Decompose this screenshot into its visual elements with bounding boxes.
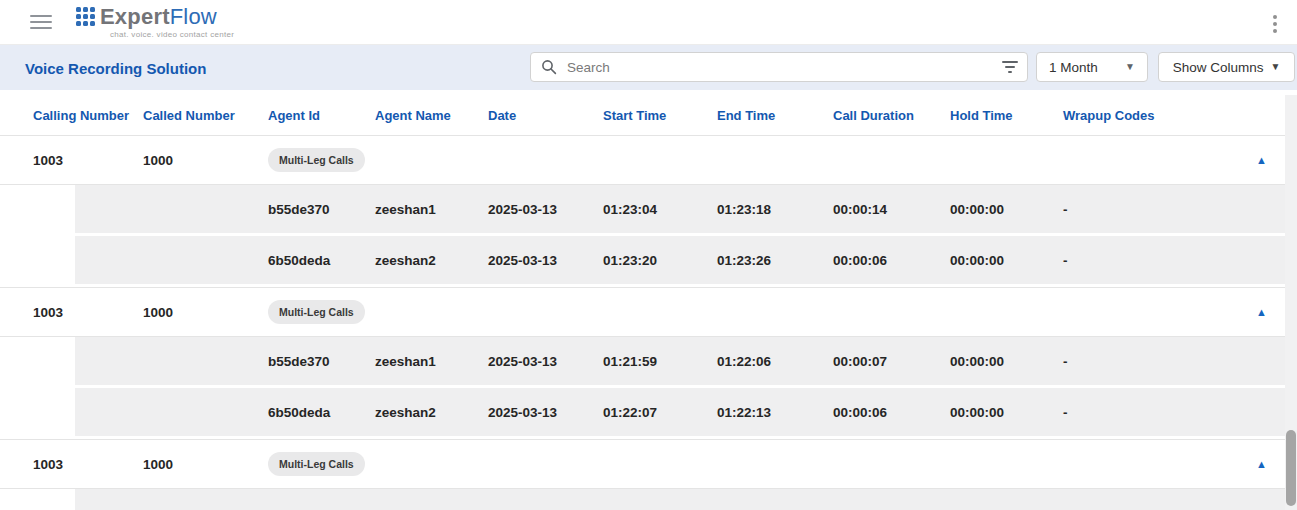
app-bar: ExpertFlow chat. voice. video contact ce…: [0, 0, 1297, 45]
cell-start-time: 01:23:04: [603, 202, 717, 217]
filter-list-icon[interactable]: [993, 53, 1027, 81]
cell-wrapup-codes: -: [1063, 202, 1297, 217]
column-header-hold-time: Hold Time: [950, 108, 1063, 123]
cell-called-number: 1000: [143, 153, 268, 168]
brand-name-bold: Expert: [100, 4, 170, 29]
cell-date: 2025-03-13: [488, 354, 603, 369]
multi-leg-calls-badge: Multi-Leg Calls: [268, 300, 365, 324]
table-header-row: Calling NumberCalled NumberAgent IdAgent…: [0, 95, 1297, 135]
cell-agent-id: 6b50deda: [268, 405, 375, 420]
cell-call-duration: 00:00:14: [833, 202, 950, 217]
period-dropdown-value: 1 Month: [1049, 60, 1098, 75]
cell-call-duration: 00:00:06: [833, 253, 950, 268]
chevron-down-icon: ▼: [1125, 62, 1135, 72]
search-icon: [541, 59, 557, 75]
cell-agent-name: zeeshan1: [375, 354, 488, 369]
column-header-calling-number: Calling Number: [33, 108, 143, 123]
cell-hold-time: 00:00:00: [950, 405, 1063, 420]
cell-end-time: 01:23:18: [717, 202, 833, 217]
cell-agent-id: b55de370: [268, 202, 375, 217]
recordings-table: Calling NumberCalled NumberAgent IdAgent…: [0, 95, 1297, 510]
search-box: [530, 52, 1028, 82]
search-input[interactable]: [565, 59, 993, 76]
chevron-down-icon: ▼: [1270, 62, 1280, 72]
cell-date: 2025-03-13: [488, 405, 603, 420]
cell-start-time: 01:21:59: [603, 354, 717, 369]
table-row-group[interactable]: 10031000Multi-Leg Calls ▲: [0, 439, 1297, 489]
cell-date: 2025-03-13: [488, 253, 603, 268]
cell-wrapup-codes: -: [1063, 253, 1297, 268]
cell-agent-name: zeeshan1: [375, 202, 488, 217]
scrollbar-thumb[interactable]: [1286, 430, 1296, 506]
column-header-called-number: Called Number: [143, 108, 268, 123]
hamburger-menu-icon[interactable]: [30, 11, 52, 33]
table-row-partial: [0, 489, 1297, 510]
cell-start-time: 01:22:07: [603, 405, 717, 420]
vertical-scrollbar[interactable]: [1285, 95, 1297, 510]
table-row-group[interactable]: 10031000Multi-Leg Calls ▲: [0, 135, 1297, 185]
cell-agent-id: b55de370: [268, 354, 375, 369]
logo-dot-grid-icon: [76, 7, 95, 26]
table-row-leg: b55de370zeeshan12025-03-1301:21:5901:22:…: [0, 337, 1297, 388]
collapse-arrow-icon[interactable]: ▲: [1256, 307, 1267, 318]
show-columns-label: Show Columns: [1173, 60, 1264, 75]
multi-leg-calls-badge: Multi-Leg Calls: [268, 148, 365, 172]
cell-calling-number: 1003: [33, 305, 143, 320]
cell-start-time: 01:23:20: [603, 253, 717, 268]
logo-tagline: chat. voice. video contact center: [110, 30, 234, 39]
cell-hold-time: 00:00:00: [950, 253, 1063, 268]
column-header-call-duration: Call Duration: [833, 108, 950, 123]
table-row-leg: b55de370zeeshan12025-03-1301:23:0401:23:…: [0, 185, 1297, 236]
cell-end-time: 01:22:06: [717, 354, 833, 369]
column-header-date: Date: [488, 108, 603, 123]
collapse-arrow-icon[interactable]: ▲: [1256, 459, 1267, 470]
column-header-agent-name: Agent Name: [375, 108, 488, 123]
table-body: 10031000Multi-Leg Calls▲b55de370zeeshan1…: [0, 135, 1297, 489]
column-header-wrapup-codes: Wrapup Codes: [1063, 108, 1297, 123]
cell-agent-name: zeeshan2: [375, 253, 488, 268]
cell-agent-name: zeeshan2: [375, 405, 488, 420]
period-dropdown[interactable]: 1 Month ▼: [1036, 52, 1148, 82]
cell-wrapup-codes: -: [1063, 405, 1297, 420]
cell-called-number: 1000: [143, 457, 268, 472]
cell-end-time: 01:22:13: [717, 405, 833, 420]
cell-wrapup-codes: -: [1063, 354, 1297, 369]
page-title: Voice Recording Solution: [25, 59, 206, 76]
brand-name-light: Flow: [170, 4, 217, 29]
cell-calling-number: 1003: [33, 153, 143, 168]
multi-leg-calls-badge: Multi-Leg Calls: [268, 452, 365, 476]
cell-call-duration: 00:00:07: [833, 354, 950, 369]
column-header-end-time: End Time: [717, 108, 833, 123]
table-row-leg: 6b50dedazeeshan22025-03-1301:22:0701:22:…: [0, 388, 1297, 439]
cell-calling-number: 1003: [33, 457, 143, 472]
table-row-group[interactable]: 10031000Multi-Leg Calls ▲: [0, 287, 1297, 337]
more-options-kebab-icon[interactable]: [1267, 12, 1283, 36]
toolbar: Voice Recording Solution 1 Month ▼ Show …: [0, 45, 1297, 90]
cell-end-time: 01:23:26: [717, 253, 833, 268]
cell-agent-id: 6b50deda: [268, 253, 375, 268]
collapse-arrow-icon[interactable]: ▲: [1256, 155, 1267, 166]
cell-date: 2025-03-13: [488, 202, 603, 217]
cell-called-number: 1000: [143, 305, 268, 320]
column-header-start-time: Start Time: [603, 108, 717, 123]
cell-hold-time: 00:00:00: [950, 202, 1063, 217]
show-columns-button[interactable]: Show Columns ▼: [1158, 52, 1295, 82]
column-header-agent-id: Agent Id: [268, 108, 375, 123]
expertflow-logo: ExpertFlow chat. voice. video contact ce…: [76, 6, 234, 39]
cell-call-duration: 00:00:06: [833, 405, 950, 420]
cell-hold-time: 00:00:00: [950, 354, 1063, 369]
table-row-leg: 6b50dedazeeshan22025-03-1301:23:2001:23:…: [0, 236, 1297, 287]
